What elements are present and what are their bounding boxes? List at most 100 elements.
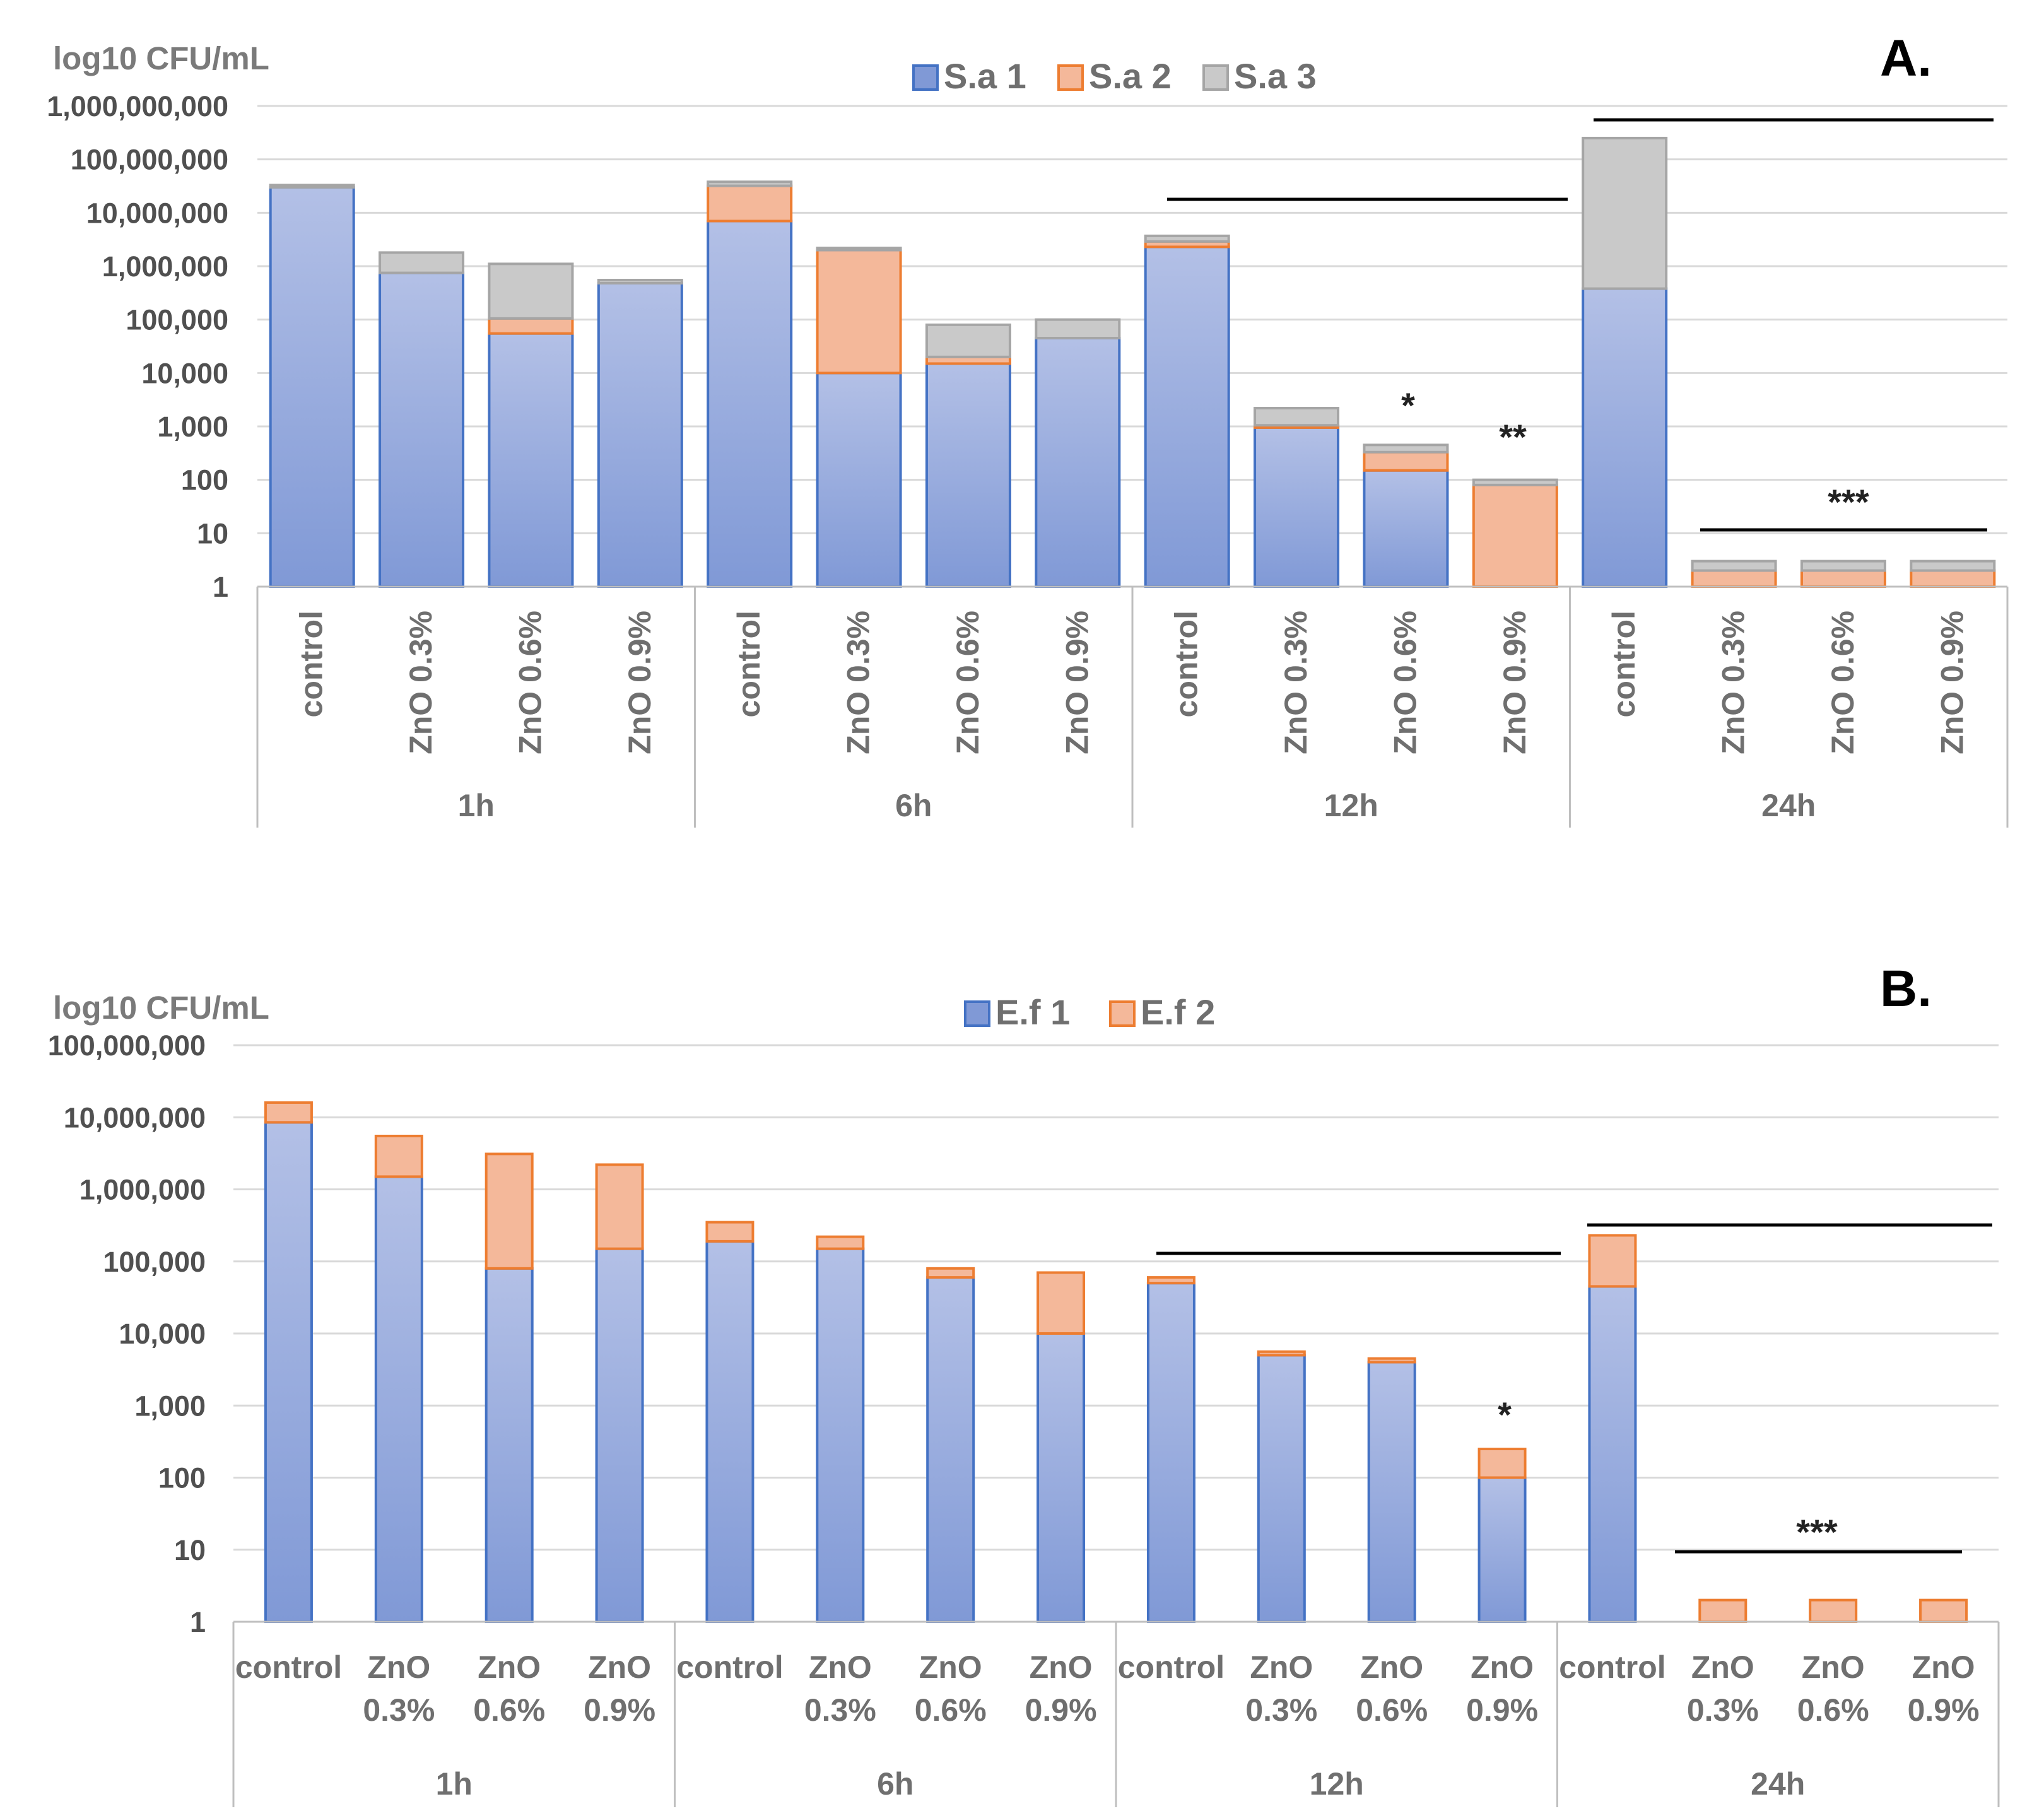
panel-a-category-labels: control ZnO 0.3% ZnO 0.6% ZnO 0.9% control Zn… xyxy=(294,611,1970,754)
panel-a-bar-s-a-3-15 xyxy=(1800,560,1886,572)
panel-a-bar-s-a-1-4 xyxy=(597,281,683,588)
panel-a-category-label: ZnO 0.3% xyxy=(403,611,438,754)
panel-a-bar-s-a-3-9 xyxy=(1144,234,1230,243)
panel-a-category-label: ZnO 0.9% xyxy=(1059,611,1095,754)
panel-b-category-label: 0.9% xyxy=(1025,1692,1097,1728)
panel-b-category-label: 0.6% xyxy=(1356,1692,1428,1728)
panel-a-bar-s-a-2-12 xyxy=(1472,483,1558,588)
panel-a-bar-s-a-3-3 xyxy=(488,262,574,320)
panel-b-category-axis xyxy=(232,1621,2000,1807)
panel-b-y-tick-label: 1 xyxy=(190,1606,206,1638)
panel-b-category-label: ZnO xyxy=(1030,1650,1093,1685)
panel-a-sig-12h-zno06: * xyxy=(1401,385,1415,425)
panel-b-bar-e-f-1-5 xyxy=(705,1240,755,1623)
panel-b-bar-e-f-1-7 xyxy=(926,1276,975,1623)
panel-b-y-tick-label: 1,000 xyxy=(134,1390,206,1422)
panel-b-legend-label: E.f 2 xyxy=(1141,992,1215,1032)
panel-a-category-axis xyxy=(256,585,2009,828)
panel-a-bar-s-a-3-11 xyxy=(1363,443,1449,454)
panel-b-category-label: ZnO xyxy=(1471,1650,1534,1685)
panel-b-bar-e-f-1-13 xyxy=(1588,1285,1637,1623)
panel-b-category-label: ZnO xyxy=(809,1650,872,1685)
panel-a-category-label: ZnO 0.3% xyxy=(1716,611,1751,754)
panel-a-group-label: 6h xyxy=(895,788,932,823)
panel-a-sig-24h: *** xyxy=(1828,482,1869,522)
panel-a-bar-s-a-3-10 xyxy=(1254,407,1340,427)
panel-b-group-labels: 1h 6h 12h 24h xyxy=(436,1766,1806,1802)
panel-b-bar-e-f-2-11 xyxy=(1367,1357,1416,1364)
panel-a-bar-s-a-2-15 xyxy=(1800,569,1886,589)
panel-b-category-label: ZnO xyxy=(367,1650,430,1685)
panel-a-y-ticks: 1 10 100 1,000 10,000 100,000 1,000,000 10,000,… xyxy=(47,90,228,603)
panel-b-category-label: 0.9% xyxy=(1466,1692,1538,1728)
panel-a-sig-12h-zno09: ** xyxy=(1499,417,1527,457)
panel-b-bar-e-f-1-6 xyxy=(816,1247,865,1623)
panel-b-legend: E.f 1 E.f 2 xyxy=(964,992,1215,1032)
panel-a-y-tick-label: 1,000,000,000 xyxy=(47,90,228,122)
panel-b-bar-e-f-2-8 xyxy=(1037,1271,1086,1335)
panel-b-bar-e-f-2-1 xyxy=(264,1101,313,1124)
panel-b-bar-e-f-2-4 xyxy=(595,1163,644,1250)
panel-a-bar-s-a-3-7 xyxy=(925,323,1011,358)
panel-a-y-tick-label: 10,000,000 xyxy=(86,197,228,229)
panel-b-category-label: control xyxy=(1118,1650,1225,1685)
panel-b-group-label: 12h xyxy=(1310,1766,1364,1802)
panel-b-category-labels: control ZnO 0.3% ZnO 0.6% ZnO 0.9% control ZnO 0.… xyxy=(235,1650,1980,1728)
panel-b-label: B. xyxy=(1880,960,1932,1017)
panel-a-y-tick-label: 100,000,000 xyxy=(71,144,228,176)
panel-b-bar-e-f-2-10 xyxy=(1257,1350,1306,1357)
panel-a-bar-s-a-3-12 xyxy=(1472,478,1558,486)
panel-b-y-tick-label: 10 xyxy=(174,1534,206,1566)
panel-a-significance-markers: * ** *** xyxy=(1167,118,1994,532)
panel-b-category-label: control xyxy=(676,1650,783,1685)
panel-a-y-tick-label: 100 xyxy=(181,464,228,496)
panel-b-category-label: 0.9% xyxy=(584,1692,655,1728)
panel-b-sig-24h: *** xyxy=(1796,1512,1838,1552)
panel-a-bar-s-a-1-10 xyxy=(1254,426,1340,588)
panel-a-bar-s-a-1-6 xyxy=(816,372,902,588)
panel-a-bar-s-a-3-6 xyxy=(816,247,902,252)
panel-a-legend-swatch xyxy=(912,64,939,91)
panel-b-y-axis-title: log10 CFU/mL xyxy=(53,990,269,1026)
panel-a-bar-s-a-3-4 xyxy=(597,278,683,284)
panel-a-bar-s-a-3-5 xyxy=(707,180,793,187)
panel-b-bar-e-f-2-5 xyxy=(705,1221,755,1243)
panel-a-bar-s-a-2-6 xyxy=(816,249,902,375)
panel-b-bar-e-f-2-13 xyxy=(1588,1234,1637,1288)
panel-b-y-ticks: 1 10 100 1,000 10,000 100,000 1,000,000 10,000,… xyxy=(48,1029,206,1638)
panel-b-bar-e-f-2-9 xyxy=(1146,1276,1195,1285)
panel-b-category-label: control xyxy=(1559,1650,1665,1685)
panel-a-y-tick-label: 10,000 xyxy=(141,357,228,389)
panel-b-legend-swatch xyxy=(964,1000,990,1027)
panel-b-legend-label: E.f 1 xyxy=(996,992,1070,1032)
panel-b-category-label: 0.3% xyxy=(804,1692,876,1728)
panel-b-bar-e-f-1-4 xyxy=(595,1247,644,1623)
panel-a-bar-s-a-1-2 xyxy=(379,271,465,588)
panel-b-category-label: ZnO xyxy=(1360,1650,1423,1685)
panel-a-bar-s-a-1-8 xyxy=(1035,337,1121,588)
panel-b-bar-e-f-2-16 xyxy=(1919,1598,1968,1624)
panel-a-y-tick-label: 100,000 xyxy=(126,304,228,336)
panel-a-bar-s-a-1-7 xyxy=(925,362,1011,588)
panel-b-chart: 1 10 100 1,000 10,000 100,000 1,000,000 10,000,… xyxy=(48,960,2000,1807)
panel-a-category-label: control xyxy=(1606,611,1642,717)
panel-a-legend-swatch xyxy=(1057,64,1084,91)
panel-b-y-tick-label: 100,000,000 xyxy=(48,1029,206,1062)
panel-b-y-tick-label: 100,000 xyxy=(103,1246,206,1278)
panel-b-category-label: ZnO xyxy=(1802,1650,1865,1685)
panel-a-bar-s-a-2-14 xyxy=(1691,569,1777,589)
panel-b-bar-e-f-1-3 xyxy=(485,1267,534,1624)
panel-a-group-labels: 1h 6h 12h 24h xyxy=(458,788,1816,823)
panel-a-bars xyxy=(269,136,1996,589)
panel-b-bar-e-f-2-12 xyxy=(1477,1448,1527,1479)
panel-b-bar-e-f-1-11 xyxy=(1367,1361,1416,1623)
panel-b-bar-e-f-1-9 xyxy=(1146,1282,1195,1623)
panel-b-category-label: 0.3% xyxy=(1687,1692,1759,1728)
panel-b-category-label: control xyxy=(235,1650,342,1685)
panel-b-significance-markers: * *** xyxy=(1156,1223,1992,1554)
panel-b-category-label: ZnO xyxy=(1691,1650,1754,1685)
panel-a-y-tick-label: 10 xyxy=(197,517,228,549)
panel-a-group-label: 12h xyxy=(1324,788,1378,823)
panel-a-bar-s-a-2-5 xyxy=(707,184,793,223)
panel-a-group-label: 24h xyxy=(1761,788,1816,823)
